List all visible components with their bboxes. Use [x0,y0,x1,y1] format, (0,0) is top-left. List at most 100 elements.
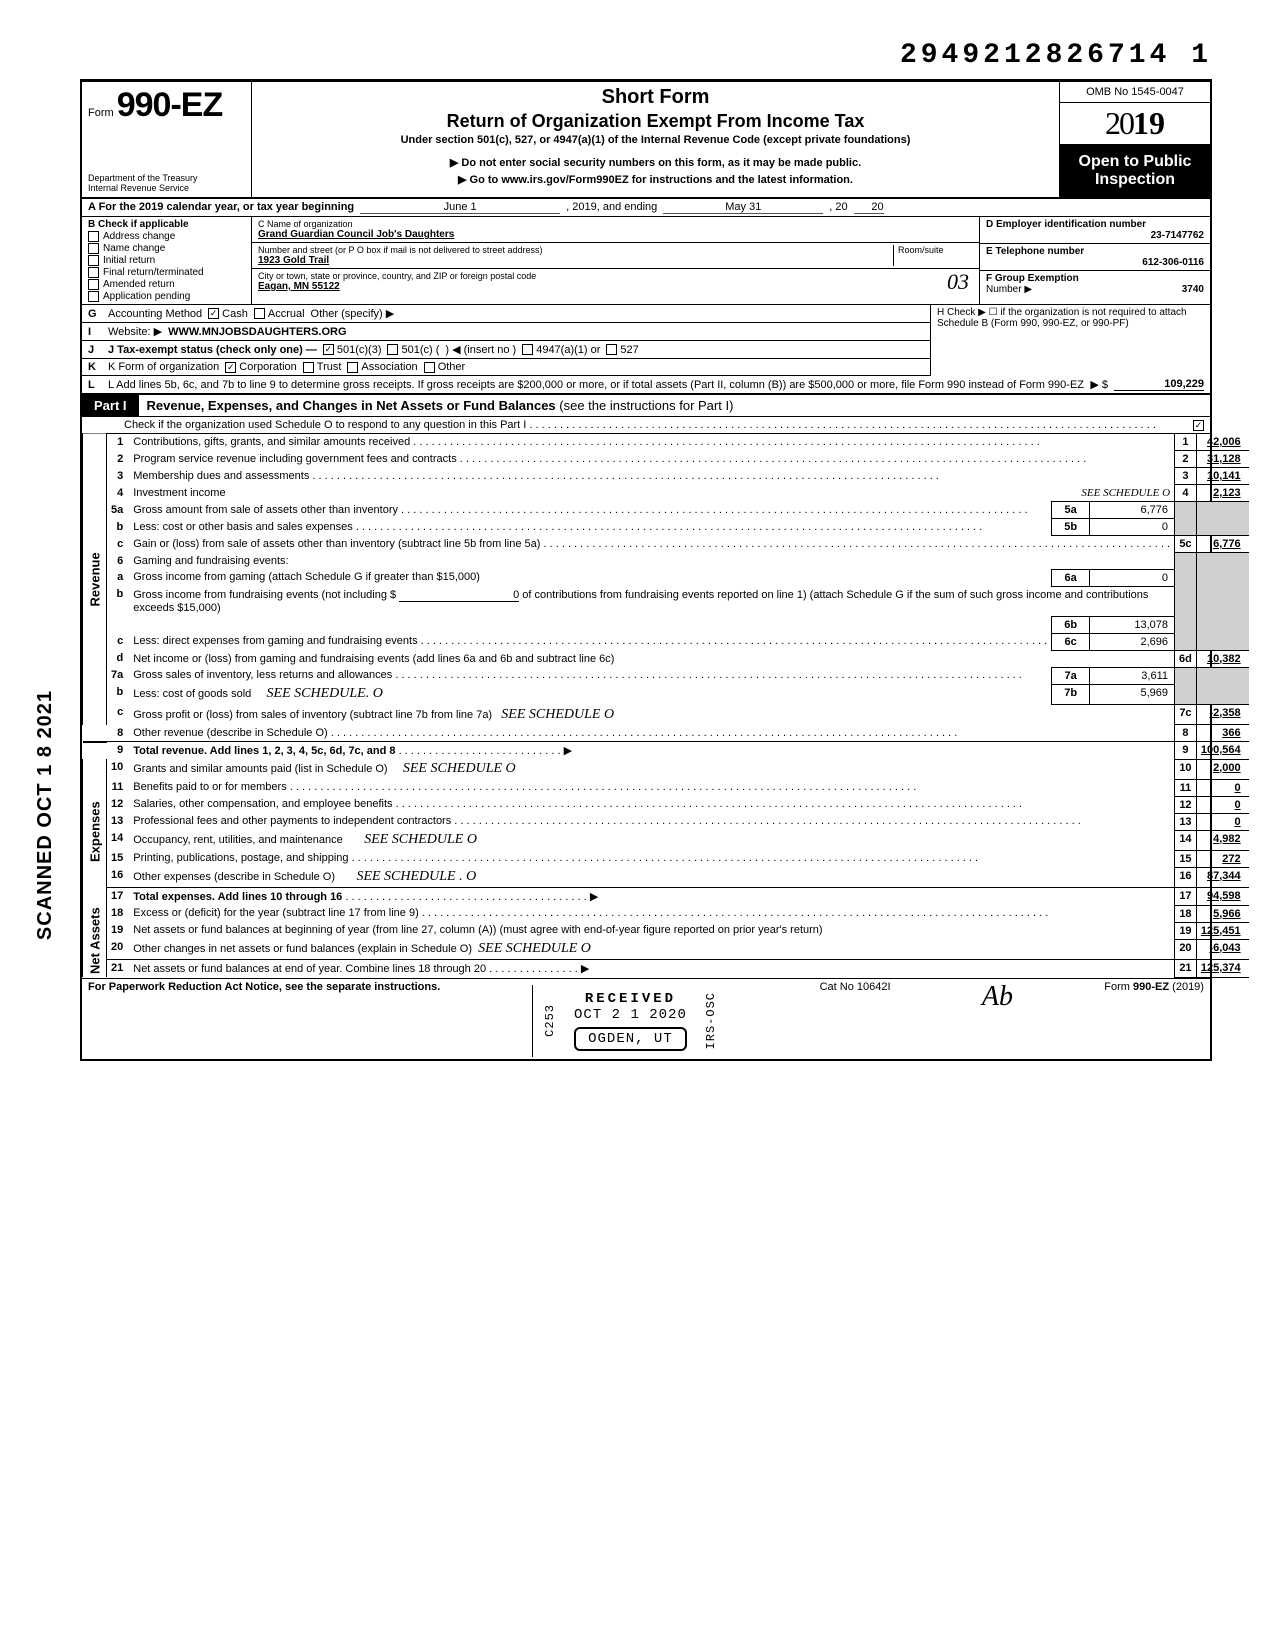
iv-6c: 2,696 [1090,633,1175,650]
box-20: 20 [1175,939,1197,960]
chk-amended-return[interactable] [88,279,99,290]
chk-cash[interactable]: ✓ [208,308,219,319]
e-lbl: E Telephone number [986,246,1204,257]
shade-7b [1196,667,1248,704]
amt-6d: 10,382 [1196,650,1248,667]
b-item-0: Address change [103,231,175,242]
f-lbl: F Group Exemption [986,273,1204,284]
k-label: K Form of organization [108,361,219,373]
ln-11: 11 [107,779,130,796]
part1-title: Revenue, Expenses, and Changes in Net As… [147,398,556,413]
chk-initial-return[interactable] [88,255,99,266]
d-16: Other expenses (describe in Schedule O) … [129,867,1174,888]
part1-check-row: Check if the organization used Schedule … [82,417,1210,434]
chk-application-pending[interactable] [88,291,99,302]
ln-21: 21 [107,960,130,978]
ln-7c: c [107,704,130,725]
amt-2: 31,128 [1196,451,1248,468]
b-label: B Check if applicable [88,219,245,230]
ln-2: 2 [107,451,130,468]
chk-501c3[interactable]: ✓ [323,344,334,355]
side-revenue: Revenue [83,434,107,725]
chk-other[interactable] [424,362,435,373]
box-4: 4 [1175,485,1197,502]
chk-trust[interactable] [303,362,314,373]
ein: 23-7147762 [986,230,1204,241]
chk-accrual[interactable] [254,308,265,319]
d-8: Other revenue (describe in Schedule O) [129,725,1174,742]
ln-7a: 7a [107,667,130,684]
chk-501c[interactable] [387,344,398,355]
d-5b: Less: cost or other basis and sales expe… [129,519,1051,536]
box-8: 8 [1175,725,1197,742]
k-other: Other [438,361,466,373]
tax-year-end-yy: 20 [854,201,884,214]
amt-14: 4,982 [1196,830,1248,850]
ln-18: 18 [107,905,130,922]
d-20: Other changes in net assets or fund bala… [129,939,1174,960]
col-c: C Name of organization Grand Guardian Co… [252,217,980,304]
d-1: Contributions, gifts, grants, and simila… [129,434,1174,451]
box-14: 14 [1175,830,1197,850]
line-a-mid: , 2019, and ending [566,201,657,214]
chk-assoc[interactable] [347,362,358,373]
header-mid: Short Form Return of Organization Exempt… [252,82,1060,197]
j-label: J Tax-exempt status (check only one) — [108,344,317,356]
d-15: Printing, publications, postage, and shi… [129,850,1174,867]
d-19: Net assets or fund balances at beginning… [129,922,1174,939]
hand-16: SEE SCHEDULE . O [356,869,476,884]
instr-2: ▶ Go to www.irs.gov/Form990EZ for instru… [260,173,1051,186]
k-trust: Trust [317,361,342,373]
b-item-3: Final return/terminated [103,267,204,278]
ln-6b: b [107,586,130,633]
hand-10: SEE SCHEDULE O [403,761,516,776]
chk-527[interactable] [606,344,617,355]
short-form-title: Short Form [260,86,1051,109]
k-assoc: Association [361,361,417,373]
chk-address-change[interactable] [88,231,99,242]
d-6d: Net income or (loss) from gaming and fun… [129,650,1174,667]
shade-6b [1196,553,1248,651]
block-bcdef: B Check if applicable Address change Nam… [82,217,1210,305]
iv-7a: 3,611 [1090,667,1175,684]
j-c: 501(c) ( [401,344,439,356]
amt-16: 87,344 [1196,867,1248,888]
box-10: 10 [1175,759,1197,779]
amt-7c: -2,358 [1196,704,1248,725]
hand-03: 03 [947,269,969,295]
stamp-date: OCT 2 1 2020 [574,1007,687,1023]
c-street-lbl: Number and street (or P O box if mail is… [258,245,893,255]
chk-corp[interactable]: ✓ [225,362,236,373]
line-a-suffix: , 20 [829,201,847,214]
box-21: 21 [1175,960,1197,978]
ib-6c: 6c [1052,633,1090,650]
box-19: 19 [1175,922,1197,939]
form-prefix: Form [88,107,114,119]
ln-6d: d [107,650,130,667]
ln-6a: a [107,569,130,586]
ln-13: 13 [107,813,130,830]
side-expenses: Expenses [83,759,107,905]
chk-final-return[interactable] [88,267,99,278]
chk-schedule-o[interactable]: ✓ [1193,420,1204,431]
hand-7c: SEE SCHEDULE O [501,707,614,722]
chk-4947[interactable] [522,344,533,355]
hand-20: SEE SCHEDULE O [478,941,591,956]
group-exemption: 3740 [1182,284,1204,295]
row-i: I Website: ▶ WWW.MNJOBSDAUGHTERS.ORG [82,323,930,341]
header-left: Form 990-EZ Department of the Treasury I… [82,82,252,197]
hand-14: SEE SCHEDULE O [364,832,477,847]
k-corp: Corporation [239,361,296,373]
ln-4: 4 [107,485,130,502]
ib-5b: 5b [1052,519,1090,536]
d-21: Net assets or fund balances at end of ye… [129,960,1174,978]
d-7b: Less: cost of goods sold SEE SCHEDULE. O [129,684,1051,704]
c-name-lbl: C Name of organization [258,219,973,229]
ln-19: 19 [107,922,130,939]
chk-name-change[interactable] [88,243,99,254]
box-1: 1 [1175,434,1197,451]
f-lbl2: Number ▶ [986,284,1032,295]
open-to-public: Open to Public Inspection [1060,145,1210,197]
b-item-4: Amended return [103,279,175,290]
ln-17: 17 [107,888,130,906]
